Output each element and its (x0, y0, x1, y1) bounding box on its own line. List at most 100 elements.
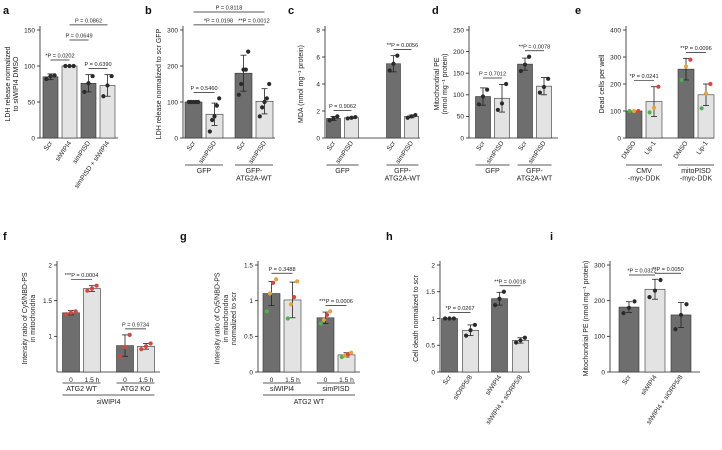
category-label: siORP5/8 (452, 374, 474, 401)
data-point (413, 112, 418, 118)
data-point (546, 76, 551, 81)
p-value-label: P = 0.7012 (479, 72, 506, 78)
p-value-label: *P = 0.0198 (204, 18, 233, 24)
data-point (345, 116, 350, 121)
data-point (472, 322, 477, 328)
y-tick-label: 400 (610, 27, 621, 34)
data-point (443, 316, 448, 321)
data-point (291, 295, 297, 300)
data-point (476, 102, 481, 107)
data-point (504, 81, 509, 87)
bar (184, 101, 203, 139)
category-label: DMSO (673, 140, 690, 160)
y-tick-label: 300 (610, 54, 621, 61)
data-point (447, 316, 452, 321)
p-value-label: *P = 0.0241 (629, 74, 658, 80)
data-point (652, 288, 658, 293)
data-point (89, 286, 95, 291)
data-point (318, 321, 323, 326)
data-point (627, 108, 632, 114)
p-value-label: ***P = 0.0004 (65, 273, 99, 279)
data-point (288, 302, 294, 307)
data-point (339, 354, 344, 360)
data-point (73, 309, 78, 314)
y-tick-label: 0 (249, 369, 253, 376)
data-point (391, 61, 396, 66)
y-axis-label: Mitochondrial PE(nmol mg⁻¹ protein) (434, 54, 449, 115)
p-value-label: P = 0.9734 (122, 322, 149, 328)
data-point (109, 73, 114, 79)
data-point (328, 309, 333, 314)
category-label: Scr (475, 139, 487, 152)
y-tick-label: 0 (431, 369, 435, 376)
category-label: Scr (386, 139, 398, 152)
p-value-label: *P = 0.0322 (627, 269, 656, 275)
category-label: Scr (517, 139, 529, 152)
data-point (196, 99, 201, 105)
data-point (342, 353, 348, 358)
y-tick-label: 1.5 (426, 289, 435, 296)
y-tick-label: 250 (453, 27, 464, 34)
data-point (405, 115, 410, 120)
group-label: GFP-ATG2A-WT (385, 168, 421, 183)
bar (644, 288, 666, 373)
y-tick-label: 100 (167, 99, 178, 106)
data-point (71, 63, 76, 69)
data-point (688, 57, 693, 62)
data-point (274, 277, 279, 282)
data-point (85, 288, 90, 293)
group-label: mitoPISD -myc-DDK (680, 168, 713, 183)
category-label: Scr (442, 373, 454, 386)
category-label: 1.5 h (285, 377, 300, 384)
group-label: ATG2 KO (121, 386, 151, 393)
y-axis-label: Intensity ratio of Cy5/NBD-PSin mitochon… (215, 272, 238, 365)
p-value-label: P = 0.6390 (84, 62, 111, 68)
category-label: siWIPI4 (54, 140, 73, 163)
y-tick-label: 2 (48, 262, 52, 269)
category-label: Scr (43, 139, 55, 152)
data-point (493, 303, 498, 308)
data-point (703, 91, 709, 96)
data-point (101, 94, 106, 99)
group-label: GFP-ATG2A-WT (517, 168, 553, 183)
category-label: simPISD + siWIPI4 (73, 140, 111, 190)
group-label: siWIPI4 (270, 386, 294, 393)
y-tick-label: 100 (594, 334, 605, 341)
category-label: 0 (69, 377, 73, 384)
data-point (214, 103, 219, 108)
category-label: simPISD (248, 140, 269, 165)
p-value-label: **P = 0.0096 (680, 46, 711, 52)
category-label: simPISD (527, 140, 548, 165)
panel-d: d 0 50 100 150 200 250 Mitochondrial PE(nmol mg… (432, 5, 558, 183)
data-point (537, 90, 542, 95)
p-value-label: ***P = 0.0006 (319, 299, 353, 305)
category-label: simPISD (72, 140, 93, 165)
panel-letter-f: f (3, 231, 7, 243)
p-value-label: P = 0.9062 (329, 104, 356, 110)
p-value-label: *P = 0.0202 (45, 54, 74, 60)
data-point (387, 68, 392, 73)
category-label: siWIPI4 (484, 374, 503, 397)
panel-letter-g: g (180, 231, 187, 243)
panel-letter-d: d (432, 5, 439, 17)
category-label: Scr (326, 139, 338, 152)
p-value-label: **P = 0.0012 (238, 18, 269, 24)
y-tick-label: 0 (617, 135, 621, 142)
category-label: 0 (270, 377, 274, 384)
bar (618, 306, 640, 373)
data-point (64, 312, 69, 317)
panel-i: i 0 100 200 300 Mitochondrial PE (nmol mg⁻¹ p… (550, 231, 700, 426)
bar (83, 288, 101, 373)
p-value-label: P = 0.3488 (268, 267, 295, 273)
category-label: Scr (236, 139, 248, 152)
data-point (236, 92, 241, 97)
data-point (349, 350, 354, 355)
y-axis-label: MDA (nmol mg⁻¹ protein) (298, 45, 305, 123)
panel-b: b 0 100 200 300 LDH release normalized to scr… (145, 5, 275, 183)
data-point (285, 316, 290, 321)
panel-f: f 1 1.5 2 Intensity ratio of Cy5/NBD-PSin mi… (3, 231, 160, 406)
panel-letter-c: c (288, 5, 294, 17)
data-point (264, 309, 269, 314)
data-point (522, 62, 528, 67)
